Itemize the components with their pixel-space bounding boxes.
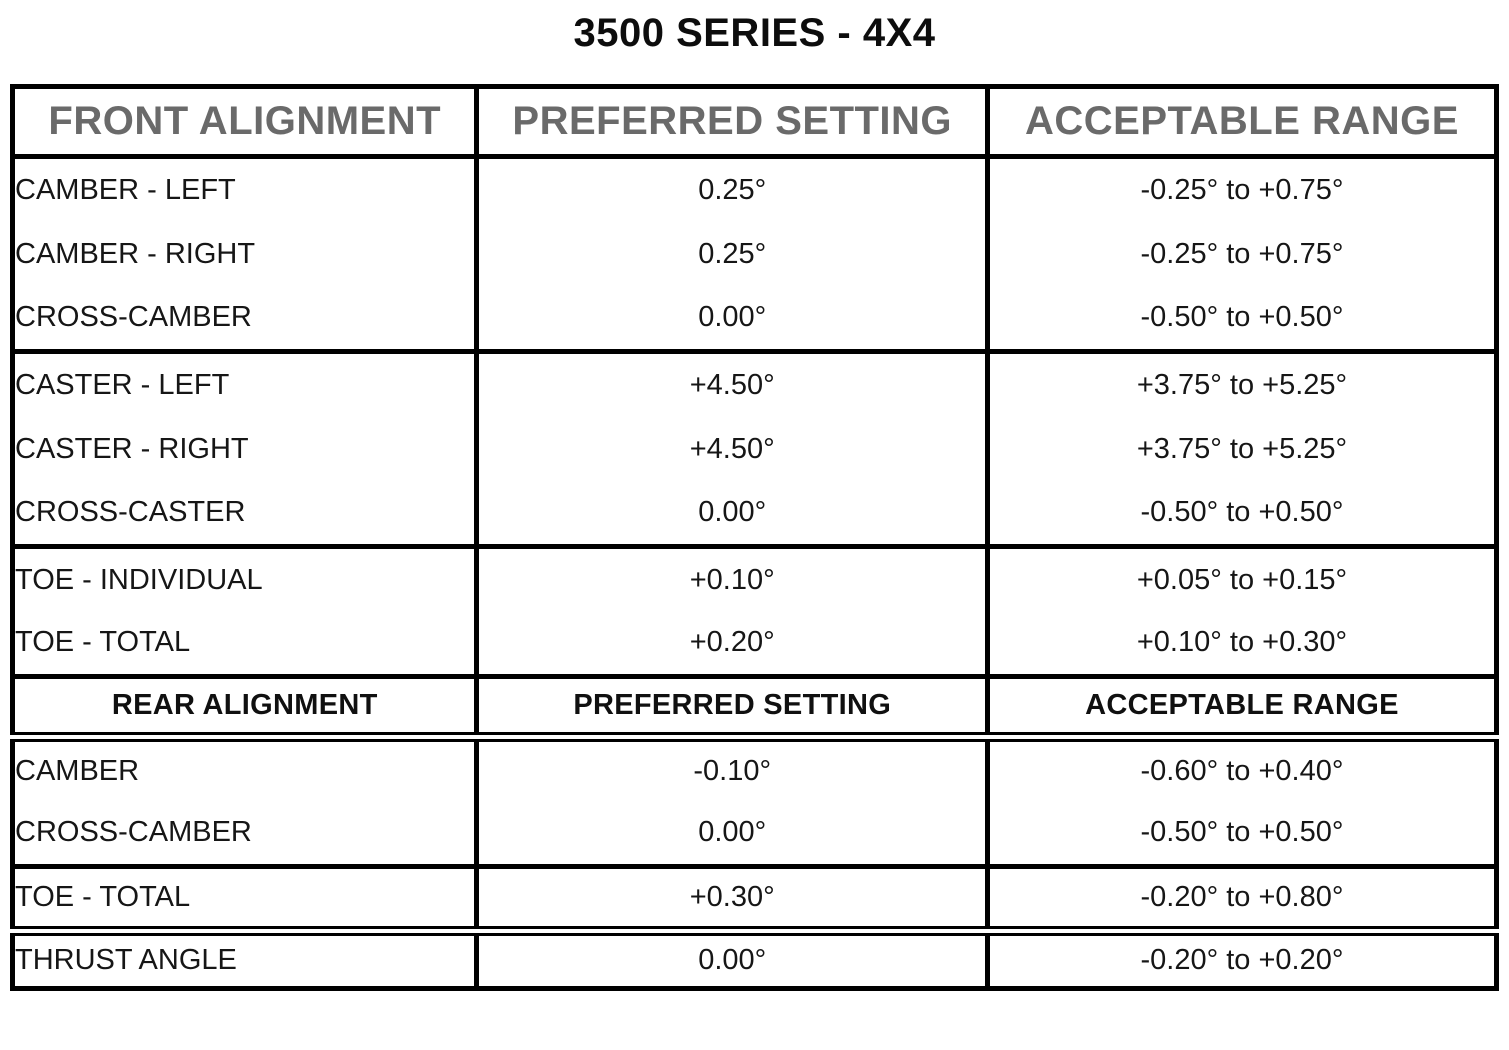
acceptable-range-cell: -0.25° to +0.75° (984, 221, 1497, 287)
table-row: THRUST ANGLE 0.00° -0.20° to +0.20° (12, 925, 1497, 989)
row-label-cell: TOE - TOTAL (12, 611, 477, 677)
acceptable-range-cell: -0.50° to +0.50° (984, 481, 1497, 547)
row-label-cell: CROSS-CAMBER (12, 286, 477, 352)
rear-alignment-header-row-cell-3: ACCEPTABLE RANGE (984, 674, 1497, 737)
table-row: CROSS-CAMBER 0.00° -0.50° to +0.50° (12, 286, 1497, 352)
row-label-cell: TOE - INDIVIDUAL (12, 544, 477, 612)
acceptable-range-cell: -0.50° to +0.50° (984, 286, 1497, 352)
table-row: CROSS-CAMBER 0.00° -0.50° to +0.50° (12, 801, 1497, 867)
front-alignment-header-row-cell-2: PREFERRED SETTING (474, 86, 988, 157)
row-label-cell: TOE - TOTAL (12, 864, 477, 931)
preferred-setting-cell: 0.25° (474, 221, 988, 287)
preferred-setting-cell: 0.00° (474, 286, 988, 352)
table-row: CASTER - RIGHT +4.50° +3.75° to +5.25° (12, 416, 1497, 482)
row-label-cell: CROSS-CAMBER (12, 801, 477, 867)
acceptable-range-cell: -0.20° to +0.80° (984, 864, 1497, 931)
acceptable-range-cell: +3.75° to +5.25° (984, 416, 1497, 482)
preferred-setting-cell: +0.10° (474, 544, 988, 612)
table-row: CROSS-CASTER 0.00° -0.50° to +0.50° (12, 481, 1497, 547)
preferred-setting-cell: +4.50° (474, 416, 988, 482)
table-row: CASTER - LEFT +4.50° +3.75° to +5.25° (12, 349, 1497, 417)
table-row: TOE - TOTAL +0.20° +0.10° to +0.30° (12, 611, 1497, 677)
preferred-setting-cell: 0.00° (474, 925, 988, 989)
preferred-setting-cell: 0.25° (474, 154, 988, 222)
preferred-setting-cell: 0.00° (474, 481, 988, 547)
table-row: CAMBER -0.10° -0.60° to +0.40° (12, 731, 1497, 802)
rear-alignment-header-row-cell-1: REAR ALIGNMENT (12, 674, 477, 737)
alignment-spec-table: FRONT ALIGNMENT PREFERRED SETTING ACCEPTAB… (10, 84, 1499, 991)
row-label-cell: CASTER - RIGHT (12, 416, 477, 482)
acceptable-range-cell: +3.75° to +5.25° (984, 349, 1497, 417)
row-label-cell: CAMBER (12, 731, 477, 802)
preferred-setting-cell: +0.30° (474, 864, 988, 931)
row-label-cell: CROSS-CASTER (12, 481, 477, 547)
row-label-cell: CAMBER - LEFT (12, 154, 477, 222)
preferred-setting-cell: +4.50° (474, 349, 988, 417)
preferred-setting-cell: -0.10° (474, 731, 988, 802)
table-row: TOE - TOTAL +0.30° -0.20° to +0.80° (12, 864, 1497, 931)
table-row: TOE - INDIVIDUAL +0.10° +0.05° to +0.15° (12, 544, 1497, 612)
acceptable-range-cell: -0.50° to +0.50° (984, 801, 1497, 867)
front-alignment-header-row-cell-1: FRONT ALIGNMENT (12, 86, 477, 157)
acceptable-range-cell: +0.05° to +0.15° (984, 544, 1497, 612)
row-label-cell: THRUST ANGLE (12, 925, 477, 989)
preferred-setting-cell: 0.00° (474, 801, 988, 867)
acceptable-range-cell: -0.25° to +0.75° (984, 154, 1497, 222)
rear-alignment-header-row-cell-2: PREFERRED SETTING (474, 674, 988, 737)
acceptable-range-cell: +0.10° to +0.30° (984, 611, 1497, 677)
page-title: 3500 SERIES - 4X4 (573, 11, 936, 55)
rear-alignment-header-row: REAR ALIGNMENT PREFERRED SETTING ACCEPTABL… (12, 674, 1497, 737)
table-row: CAMBER - RIGHT 0.25° -0.25° to +0.75° (12, 221, 1497, 287)
preferred-setting-cell: +0.20° (474, 611, 988, 677)
acceptable-range-cell: -0.60° to +0.40° (984, 731, 1497, 802)
front-alignment-header-row: FRONT ALIGNMENT PREFERRED SETTING ACCEPTAB… (12, 86, 1497, 157)
row-label-cell: CASTER - LEFT (12, 349, 477, 417)
front-alignment-header-row-cell-3: ACCEPTABLE RANGE (984, 86, 1497, 157)
row-label-cell: CAMBER - RIGHT (12, 221, 477, 287)
table-row: CAMBER - LEFT 0.25° -0.25° to +0.75° (12, 154, 1497, 222)
acceptable-range-cell: -0.20° to +0.20° (984, 925, 1497, 989)
